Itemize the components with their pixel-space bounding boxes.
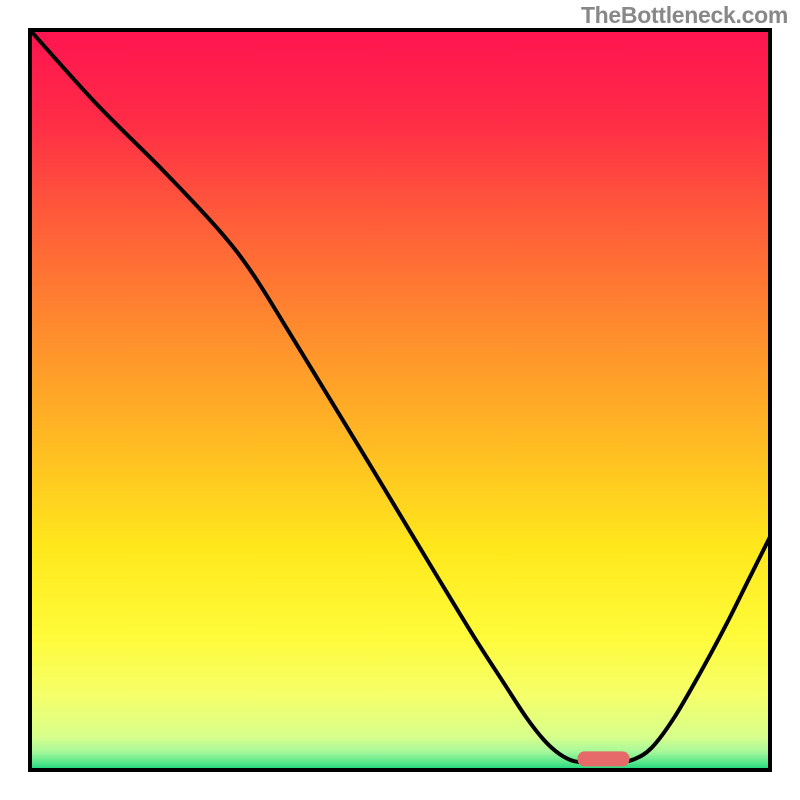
gradient-background [30,30,770,770]
optimal-marker [578,751,630,766]
chart-container: { "watermark": { "text": "TheBottleneck.… [0,0,800,800]
bottleneck-chart [0,0,800,800]
watermark-text: TheBottleneck.com [581,2,788,29]
